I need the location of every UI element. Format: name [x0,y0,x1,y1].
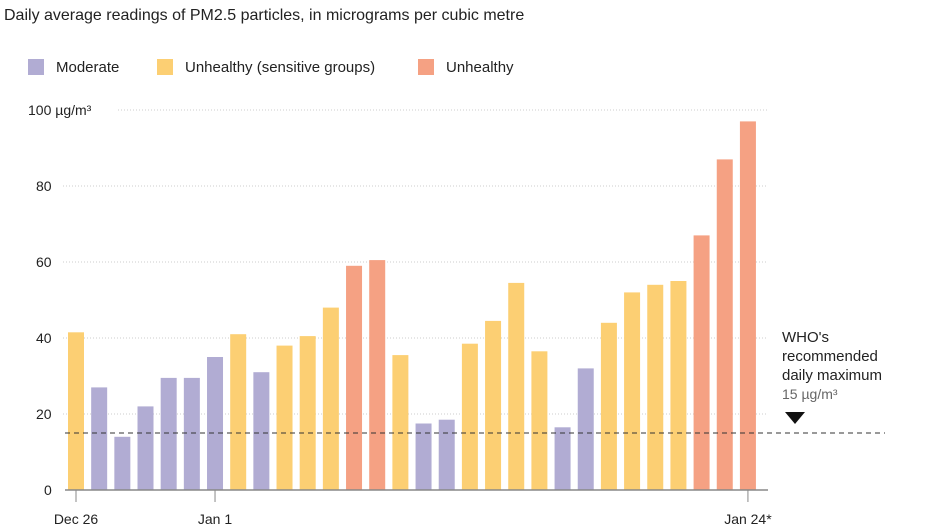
down-triangle-icon [785,412,805,424]
bar [207,357,224,490]
bar [438,419,455,490]
y-tick-label: 40 [36,330,52,346]
who-value-label: 15 µg/m³ [782,386,838,402]
who-label-line: daily maximum [782,367,882,384]
bar [461,343,478,490]
who-label-line: WHO's [782,329,829,346]
bar [322,307,339,490]
bar [693,235,710,490]
who-reference: WHO's recommended daily maximum 15 µg/m³ [65,329,885,434]
legend: Moderate Unhealthy (sensitive groups) Unhe… [28,59,514,76]
bar [739,121,756,491]
bar [253,372,270,490]
legend-label-moderate: Moderate [56,59,119,76]
bar [647,284,664,490]
bar [91,387,108,490]
bar [68,332,84,490]
bar [276,345,293,490]
bar [346,265,363,490]
bar [114,436,131,490]
bar [392,355,409,490]
y-tick-label: 20 [36,406,52,422]
bars [68,121,756,491]
y-tick-label: 80 [36,178,52,194]
bar [415,423,432,490]
legend-label-sensitive: Unhealthy (sensitive groups) [185,59,375,76]
bar [716,159,733,490]
bar [485,320,502,490]
y-tick-label: 0 [44,482,52,498]
legend-swatch-moderate [28,59,44,75]
x-tick-label: Jan 24* [724,511,772,527]
bar [624,292,641,490]
bar [160,377,177,490]
x-tick-label: Dec 26 [54,511,99,527]
bar [554,427,571,490]
bar [299,336,316,490]
bar [508,282,525,490]
legend-swatch-unhealthy [418,59,434,75]
y-tick-label: 60 [36,254,52,270]
x-tick-label: Jan 1 [198,511,232,527]
y-tick-label: 100 µg/m³ [28,102,92,118]
bar [183,377,200,490]
who-label-line: recommended [782,348,878,365]
grid: 0 20 40 60 80 100 µg/m³ [28,102,768,498]
legend-label-unhealthy: Unhealthy [446,59,514,76]
bar [577,368,594,490]
bar [531,351,548,490]
chart-title: Daily average readings of PM2.5 particle… [4,7,524,24]
x-axis: Dec 26 Jan 1 Jan 24* [54,489,772,527]
bar [670,281,687,490]
legend-swatch-sensitive [157,59,173,75]
bar [600,322,617,490]
bar [230,334,247,490]
bar [369,260,386,490]
bar [137,406,154,490]
